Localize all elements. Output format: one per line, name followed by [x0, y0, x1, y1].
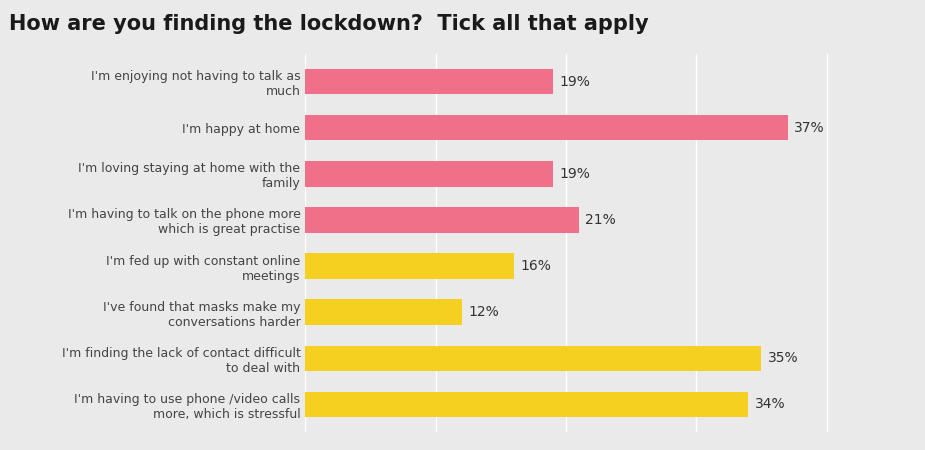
Bar	[305, 253, 513, 279]
Bar	[305, 207, 579, 233]
Bar	[305, 161, 553, 187]
Bar	[305, 346, 761, 371]
Text: 34%: 34%	[755, 397, 785, 411]
Text: 19%: 19%	[560, 167, 590, 181]
Text: 35%: 35%	[768, 351, 798, 365]
Text: 37%: 37%	[794, 121, 825, 135]
Text: 16%: 16%	[520, 259, 551, 273]
Text: 19%: 19%	[560, 75, 590, 89]
Bar	[305, 115, 787, 140]
Text: 21%: 21%	[586, 213, 616, 227]
Text: 12%: 12%	[468, 305, 499, 319]
Bar	[305, 392, 748, 417]
Text: How are you finding the lockdown?  Tick all that apply: How are you finding the lockdown? Tick a…	[9, 14, 648, 33]
Bar	[305, 299, 462, 325]
Bar	[305, 69, 553, 94]
